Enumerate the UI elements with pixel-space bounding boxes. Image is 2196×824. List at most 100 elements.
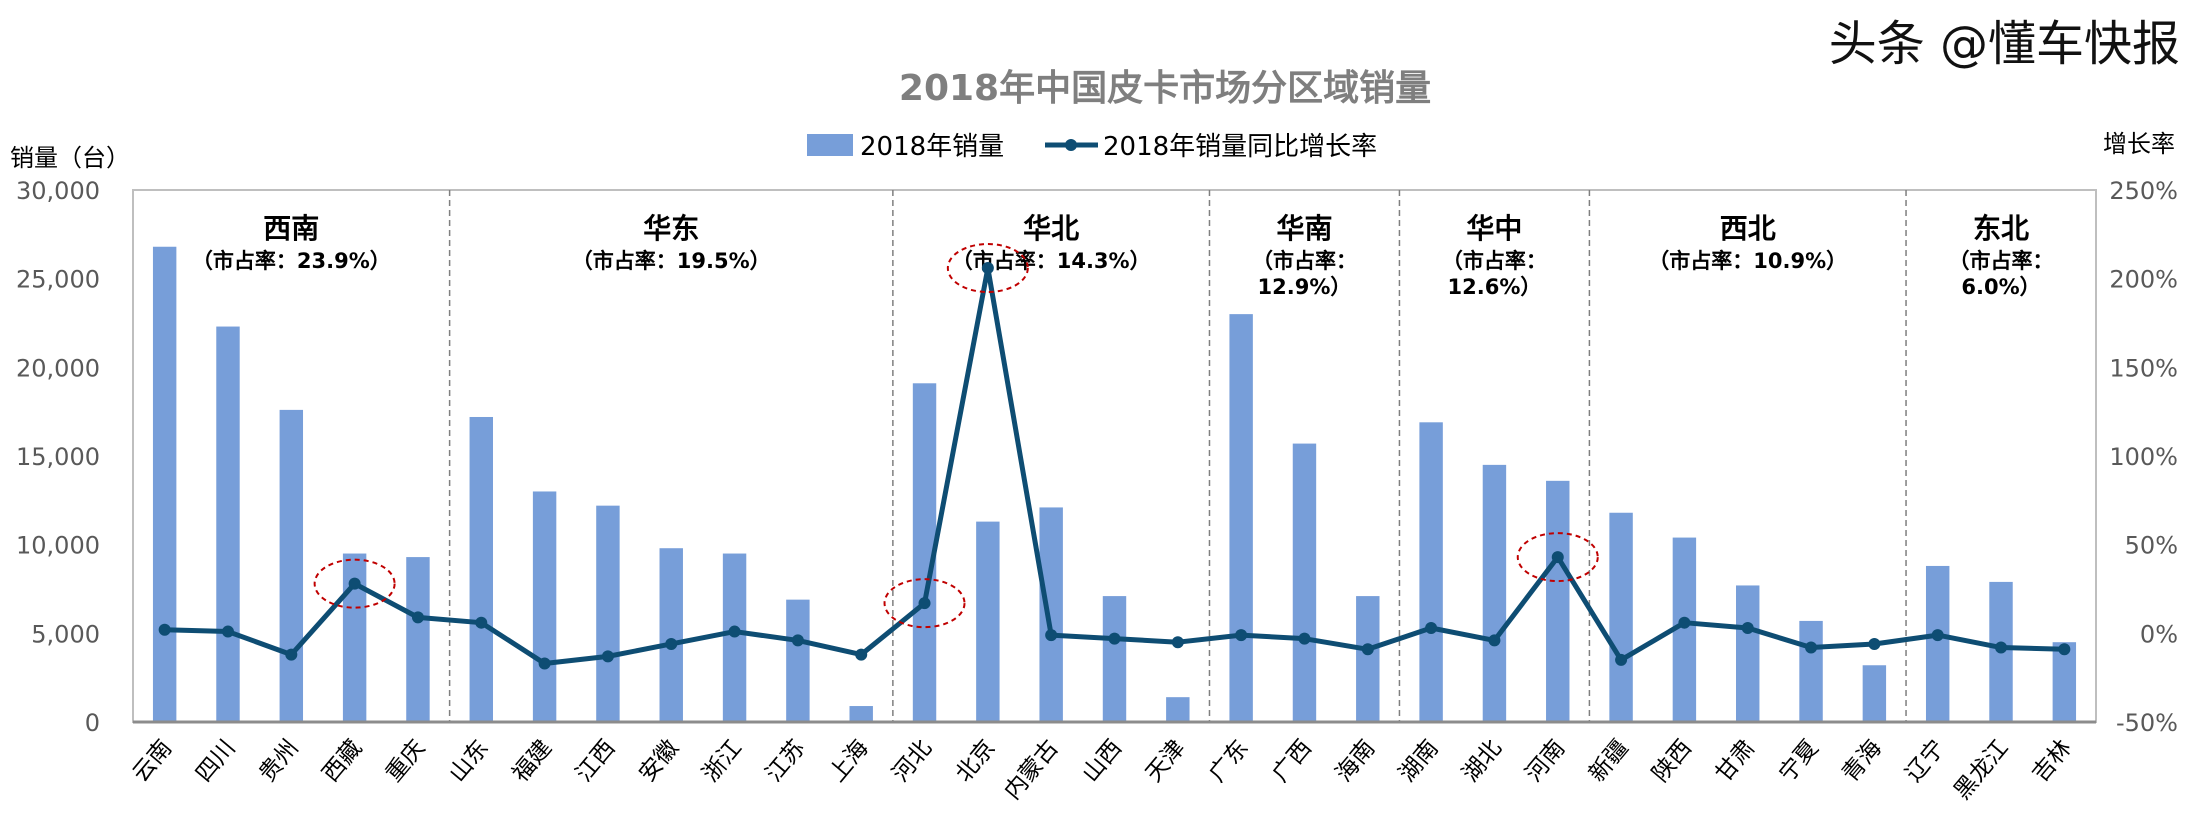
x-tick-label: 甘肃 <box>1711 735 1760 787</box>
growth-point-广西 <box>1298 632 1311 645</box>
x-tick-label: 广西 <box>1268 735 1317 787</box>
y-axis-right-label: 增长率 <box>2103 130 2175 158</box>
growth-point-山西 <box>1108 632 1121 645</box>
growth-point-上海 <box>855 648 868 661</box>
y-tick-right: 100% <box>2109 443 2178 471</box>
region-share: （市占率：23.9%） <box>192 249 391 273</box>
bar-西藏 <box>342 553 367 722</box>
y-tick-left: 10,000 <box>16 532 100 560</box>
bar-宁夏 <box>1799 620 1823 722</box>
growth-point-河南 <box>1551 551 1564 564</box>
bar-河北 <box>912 383 937 722</box>
growth-point-湖南 <box>1425 622 1438 635</box>
growth-point-浙江 <box>728 625 741 638</box>
growth-point-黑龙江 <box>1995 641 2008 654</box>
growth-point-湖北 <box>1488 634 1501 647</box>
growth-point-青海 <box>1868 637 1881 650</box>
bar-贵州 <box>279 409 304 722</box>
growth-point-安徽 <box>665 637 678 650</box>
x-tick-label: 陕西 <box>1648 735 1697 787</box>
region-name: 西北 <box>1720 212 1776 245</box>
bar-江苏 <box>786 599 810 722</box>
x-tick-label: 四川 <box>191 735 240 787</box>
growth-point-福建 <box>538 657 551 670</box>
region-name: 华南 <box>1276 212 1332 245</box>
x-tick-label: 内蒙古 <box>1000 735 1064 805</box>
growth-point-贵州 <box>285 648 298 661</box>
y-tick-right: 200% <box>2109 266 2178 294</box>
y-tick-left: 30,000 <box>16 177 100 205</box>
y-tick-left: 25,000 <box>16 266 100 294</box>
y-tick-right: 250% <box>2109 177 2178 205</box>
growth-point-山东 <box>475 616 488 629</box>
y-tick-left: 0 <box>85 709 100 737</box>
bar-四川 <box>216 326 240 722</box>
region-share: （市占率：10.9%） <box>1648 249 1847 273</box>
growth-point-内蒙古 <box>1045 629 1058 642</box>
x-tick-label: 浙江 <box>698 735 747 787</box>
bar-陕西 <box>1672 537 1697 722</box>
growth-point-四川 <box>221 625 234 638</box>
x-tick-label: 河南 <box>1521 735 1570 787</box>
x-tick-label: 湖北 <box>1458 735 1507 787</box>
growth-point-北京 <box>981 262 994 275</box>
bar-云南 <box>152 246 177 722</box>
region-share: （市占率： 12.6%） <box>1442 249 1547 299</box>
growth-point-西藏 <box>348 577 361 590</box>
bar-浙江 <box>722 553 747 722</box>
highlight-circle-西藏 <box>313 558 396 609</box>
x-tick-label: 海南 <box>1331 735 1380 787</box>
growth-point-吉林 <box>2058 643 2071 656</box>
x-tick-label: 青海 <box>1837 735 1886 787</box>
x-tick-label: 山西 <box>1078 735 1127 787</box>
growth-point-云南 <box>158 623 171 636</box>
x-tick-label: 湖南 <box>1394 735 1443 787</box>
bar-吉林 <box>2052 642 2077 722</box>
bar-辽宁 <box>1925 565 1950 722</box>
bar-湖南 <box>1419 422 1443 722</box>
bar-上海 <box>849 706 873 722</box>
bar-安徽 <box>659 548 683 722</box>
region-share: （市占率： 12.9%） <box>1252 249 1357 299</box>
growth-point-重庆 <box>411 611 424 624</box>
bar-山西 <box>1102 596 1127 722</box>
growth-point-天津 <box>1171 636 1184 649</box>
y-tick-right: 150% <box>2109 354 2178 382</box>
legend-line-label: 2018年销量同比增长率 <box>1103 132 1377 162</box>
y-tick-left: 5,000 <box>31 620 100 648</box>
bar-江西 <box>596 505 620 722</box>
bar-山东 <box>469 416 493 722</box>
x-tick-label: 黑龙江 <box>1949 735 2013 805</box>
growth-point-宁夏 <box>1805 641 1818 654</box>
bar-重庆 <box>406 557 430 722</box>
y-tick-left: 15,000 <box>16 443 100 471</box>
y-tick-left: 20,000 <box>16 354 100 382</box>
growth-point-新疆 <box>1615 653 1628 666</box>
region-name: 华中 <box>1466 212 1522 245</box>
bar-青海 <box>1862 665 1887 722</box>
legend: 2018年销量 2018年销量同比增长率 <box>807 132 1377 162</box>
x-tick-label: 上海 <box>824 735 873 787</box>
legend-bar-swatch <box>807 134 853 156</box>
growth-point-河北 <box>918 597 931 610</box>
x-tick-label: 安徽 <box>634 735 683 787</box>
bar-甘肃 <box>1736 585 1760 722</box>
bar-海南 <box>1356 596 1380 722</box>
x-tick-label: 辽宁 <box>1901 735 1950 787</box>
x-tick-label: 重庆 <box>381 735 430 787</box>
growth-point-江西 <box>601 650 614 663</box>
bar-新疆 <box>1609 512 1633 722</box>
region-share: （市占率： 6.0%） <box>1949 249 2054 299</box>
y-tick-right: -50% <box>2116 709 2178 737</box>
x-tick-label: 河北 <box>888 735 937 787</box>
bar-广西 <box>1292 443 1317 722</box>
y-tick-right: 50% <box>2125 532 2178 560</box>
growth-point-海南 <box>1361 643 1374 656</box>
region-share: （市占率：14.3%） <box>952 249 1151 273</box>
growth-point-广东 <box>1235 629 1248 642</box>
x-tick-label: 福建 <box>508 735 557 787</box>
chart-title: 2018年中国皮卡市场分区域销量 <box>899 68 1431 109</box>
bar-内蒙古 <box>1039 507 1063 722</box>
region-share: （市占率：19.5%） <box>572 249 771 273</box>
